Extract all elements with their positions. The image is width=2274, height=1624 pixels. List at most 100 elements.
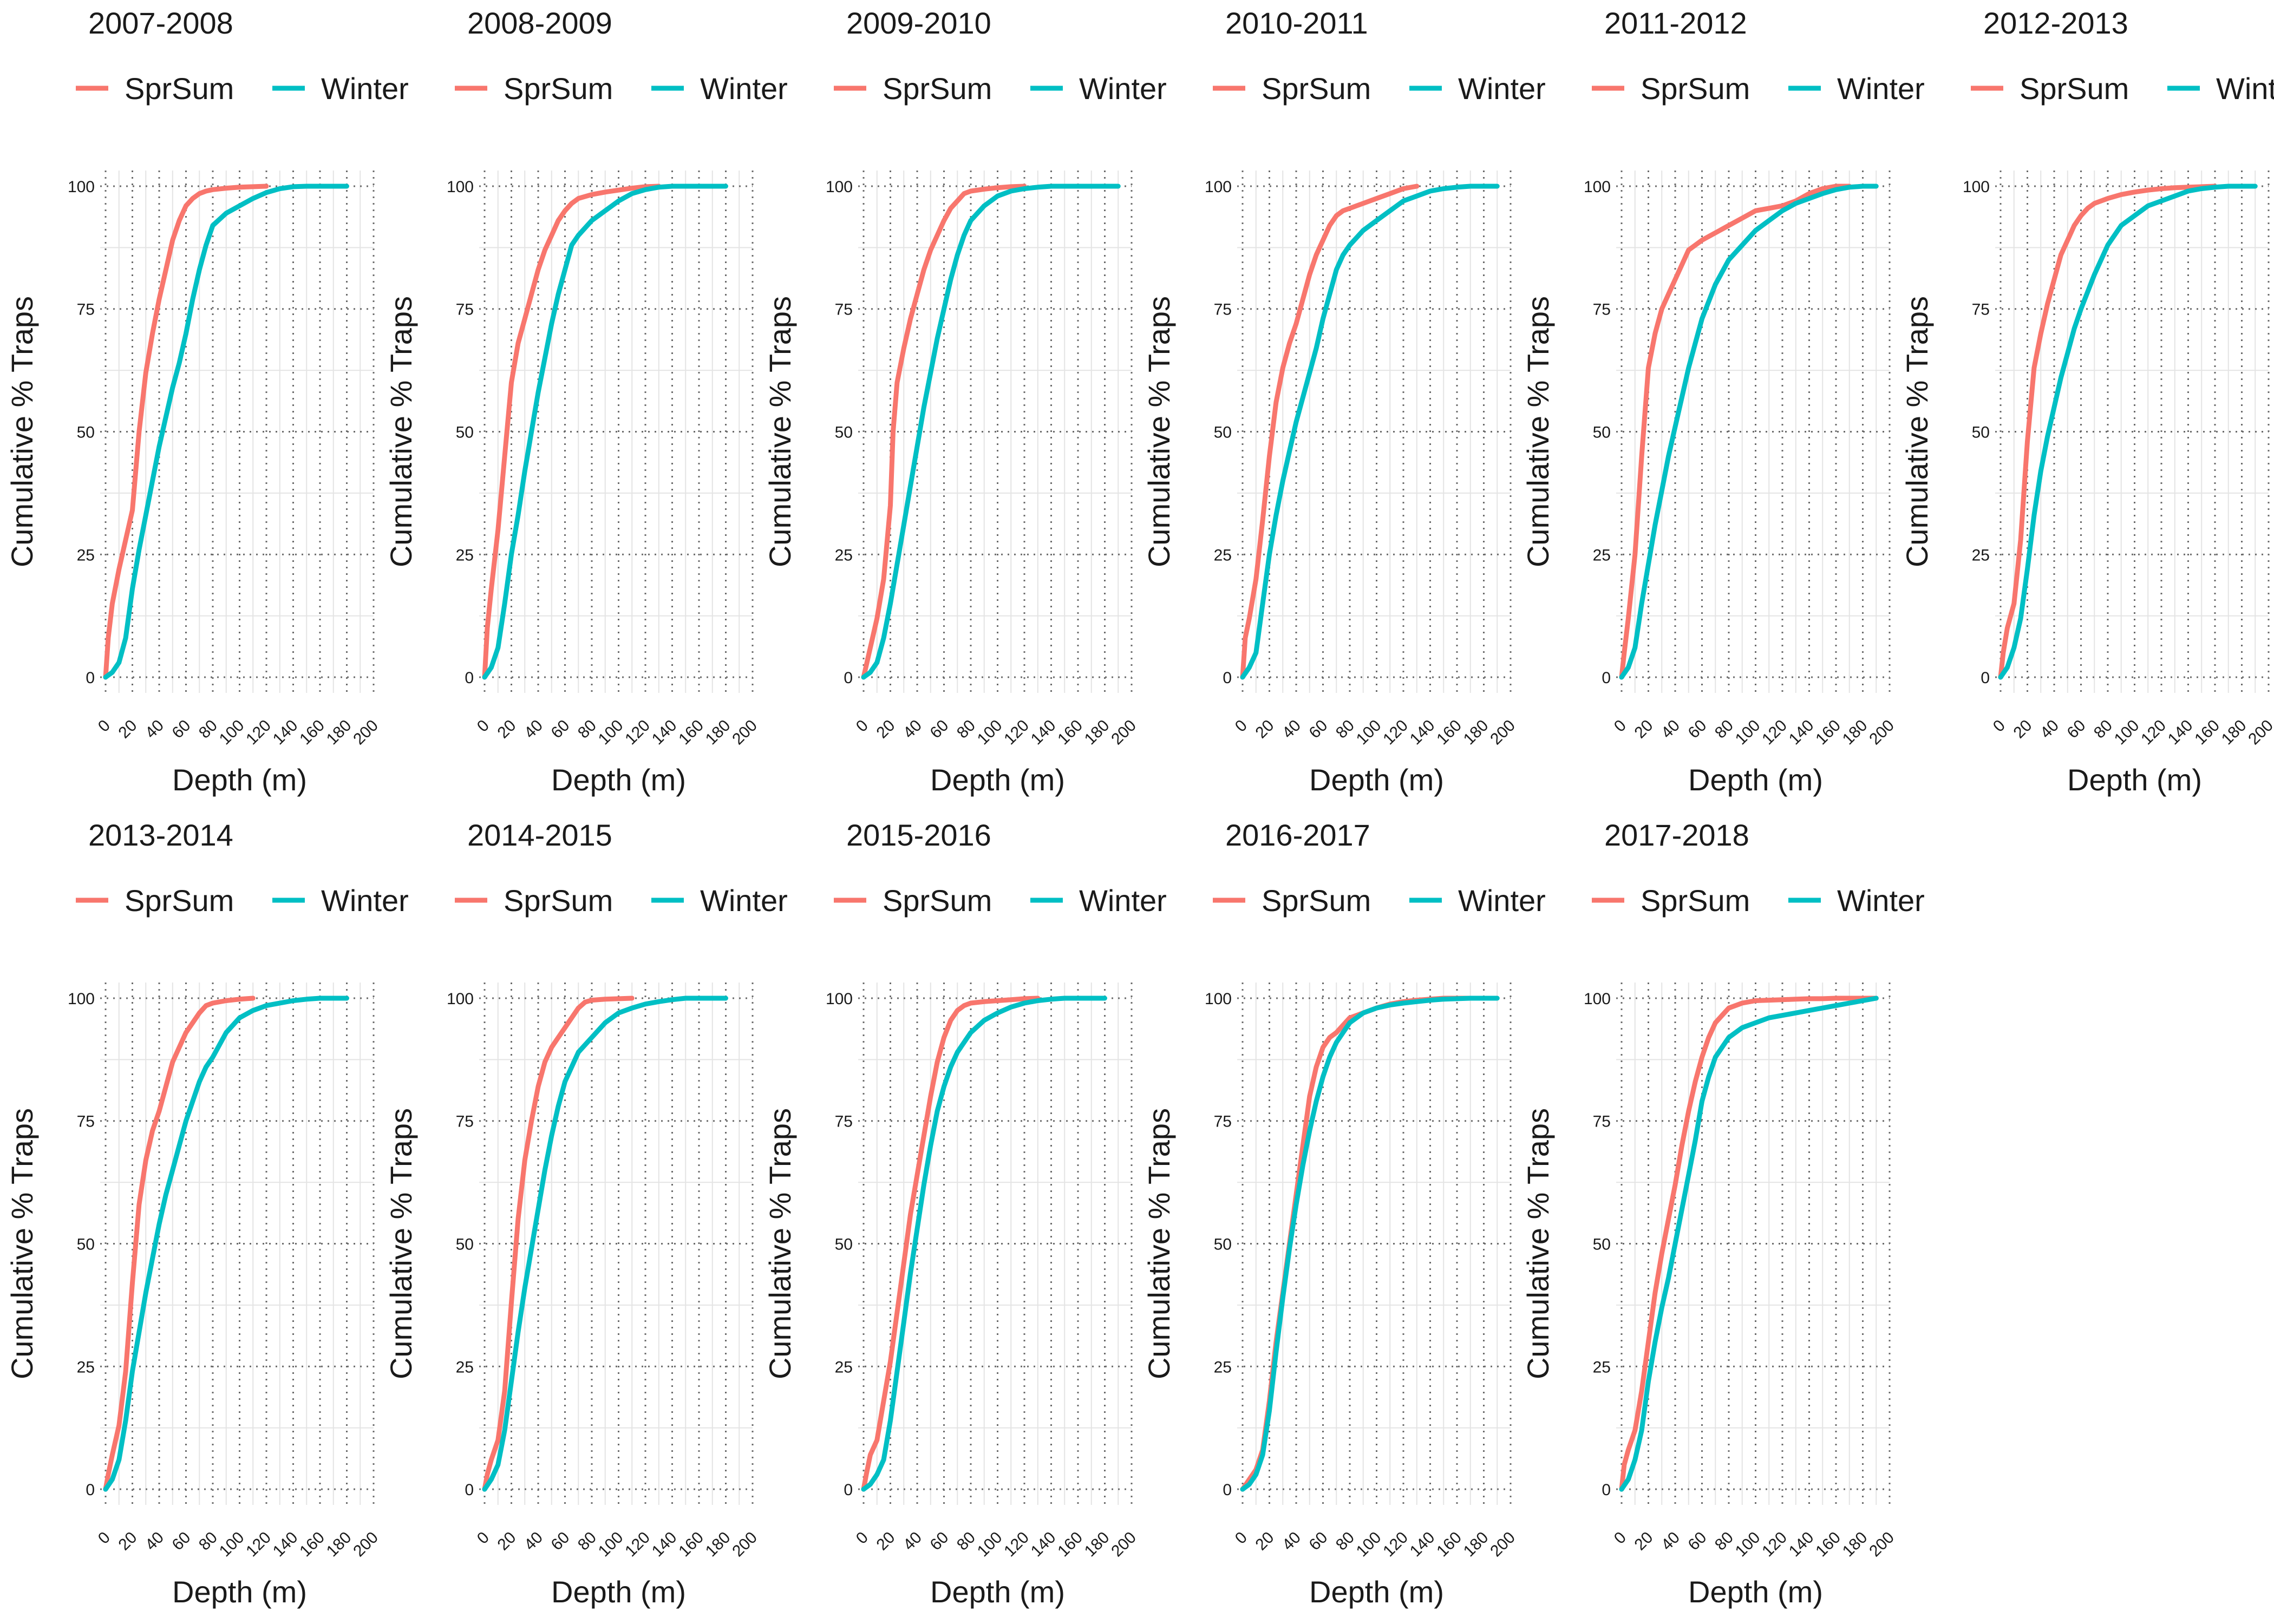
- x-tick-label: 200: [2245, 717, 2274, 749]
- x-tick-label: 180: [323, 1529, 355, 1561]
- y-tick-label: 100: [826, 178, 853, 196]
- x-axis-title: Depth (m): [930, 763, 1065, 797]
- x-tick-label: 40: [1279, 717, 1304, 742]
- series-line-SprSum: [861, 996, 1041, 1492]
- x-tick-label: 160: [2191, 717, 2223, 749]
- y-tick-label: 75: [77, 1113, 95, 1131]
- legend: SprSum Winter: [834, 883, 1167, 918]
- series-line-SprSum: [1998, 184, 2218, 680]
- series-line-SprSum: [1619, 996, 1879, 1492]
- x-tick-label: 20: [873, 717, 899, 742]
- y-tick-label: 50: [1214, 424, 1232, 442]
- x-tick-label: 80: [574, 1529, 600, 1554]
- y-tick-label: 100: [826, 990, 853, 1008]
- y-tick-label: 0: [1602, 1481, 1611, 1499]
- x-tick-label: 100: [1732, 717, 1764, 749]
- x-axis-title: Depth (m): [1688, 763, 1823, 797]
- series-line-Winter: [1619, 184, 1879, 680]
- legend-label-SprSum: SprSum: [1641, 71, 1750, 106]
- facet-title: 2017-2018: [1604, 818, 1749, 852]
- legend-label-SprSum: SprSum: [125, 883, 234, 918]
- y-axis-title: Cumulative % Traps: [763, 1108, 797, 1379]
- x-tick-label: 80: [195, 717, 221, 742]
- legend: SprSum Winter: [1592, 71, 1925, 106]
- x-tick-label: 160: [1054, 717, 1086, 749]
- y-tick-label: 0: [86, 1481, 95, 1499]
- x-tick-label: 60: [927, 717, 952, 742]
- facet-title: 2013-2014: [88, 818, 233, 852]
- x-tick-label: 120: [243, 1529, 275, 1561]
- x-tick-label: 60: [548, 717, 573, 742]
- legend-label-SprSum: SprSum: [883, 71, 992, 106]
- x-tick-label: 40: [2037, 717, 2062, 742]
- legend-label-Winter: Winter: [700, 883, 788, 918]
- facet-title: 2007-2008: [88, 6, 233, 40]
- y-tick-label: 0: [1981, 669, 1990, 687]
- x-tick-label: 80: [1332, 1529, 1358, 1554]
- x-tick-label: 120: [243, 717, 275, 749]
- x-tick-label: 120: [1001, 717, 1033, 749]
- legend-label-Winter: Winter: [700, 71, 788, 106]
- y-tick-label: 25: [77, 546, 95, 564]
- x-tick-label: 200: [729, 1529, 761, 1561]
- x-tick-label: 0: [853, 1529, 872, 1548]
- legend-label-SprSum: SprSum: [504, 883, 613, 918]
- x-tick-label: 140: [649, 1529, 681, 1561]
- x-tick-label: 20: [115, 717, 141, 742]
- x-tick-label: 20: [1631, 717, 1657, 742]
- x-tick-label: 140: [1028, 717, 1060, 749]
- major-grid: [479, 171, 754, 693]
- x-axis-title: Depth (m): [930, 1575, 1065, 1609]
- legend-label-SprSum: SprSum: [2020, 71, 2129, 106]
- y-tick-label: 0: [1223, 1481, 1232, 1499]
- series-line-SprSum: [1619, 184, 1852, 680]
- y-tick-label: 75: [1972, 301, 1990, 319]
- y-axis-title: Cumulative % Traps: [5, 1108, 39, 1379]
- y-tick-label: 25: [1972, 546, 1990, 564]
- x-tick-label: 200: [1866, 1529, 1898, 1561]
- facet-title: 2012-2013: [1983, 6, 2128, 40]
- x-tick-label: 20: [873, 1529, 899, 1554]
- y-tick-label: 0: [1223, 669, 1232, 687]
- series-line-Winter: [861, 184, 1121, 680]
- legend-label-Winter: Winter: [1837, 71, 1925, 106]
- y-tick-label: 25: [456, 1358, 474, 1376]
- y-tick-label: 0: [1602, 669, 1611, 687]
- x-tick-label: 0: [1232, 717, 1251, 736]
- y-tick-label: 75: [1593, 301, 1611, 319]
- y-tick-label: 25: [1593, 1358, 1611, 1376]
- x-tick-label: 60: [927, 1529, 952, 1554]
- x-tick-label: 100: [974, 717, 1006, 749]
- facet-title: 2015-2016: [846, 818, 991, 852]
- major-grid: [1237, 171, 1512, 693]
- y-axis-title: Cumulative % Traps: [1521, 1108, 1555, 1379]
- minor-grid: [100, 171, 374, 693]
- y-tick-label: 100: [447, 178, 474, 196]
- x-axis-title: Depth (m): [172, 1575, 307, 1609]
- y-tick-label: 25: [1214, 1358, 1232, 1376]
- legend: SprSum Winter: [76, 71, 409, 106]
- series-line-SprSum: [861, 184, 1027, 680]
- y-tick-label: 75: [1593, 1113, 1611, 1131]
- y-tick-label: 50: [77, 424, 95, 442]
- y-tick-label: 0: [465, 669, 474, 687]
- legend-label-Winter: Winter: [2216, 71, 2274, 106]
- legend: SprSum Winter: [1592, 883, 1925, 918]
- x-tick-label: 160: [296, 1529, 328, 1561]
- x-tick-label: 60: [1306, 717, 1331, 742]
- y-tick-label: 100: [1963, 178, 1990, 196]
- x-tick-label: 80: [1332, 717, 1358, 742]
- x-tick-label: 0: [1232, 1529, 1251, 1548]
- y-axis-title: Cumulative % Traps: [1900, 296, 1934, 567]
- y-tick-label: 100: [68, 178, 95, 196]
- x-tick-label: 140: [270, 1529, 302, 1561]
- y-tick-label: 25: [1214, 546, 1232, 564]
- y-tick-label: 25: [1593, 546, 1611, 564]
- major-grid: [1995, 171, 2270, 693]
- x-tick-label: 200: [1108, 1529, 1140, 1561]
- x-tick-label: 40: [900, 1529, 925, 1554]
- x-tick-label: 200: [1866, 717, 1898, 749]
- series-line-Winter: [1619, 996, 1879, 1492]
